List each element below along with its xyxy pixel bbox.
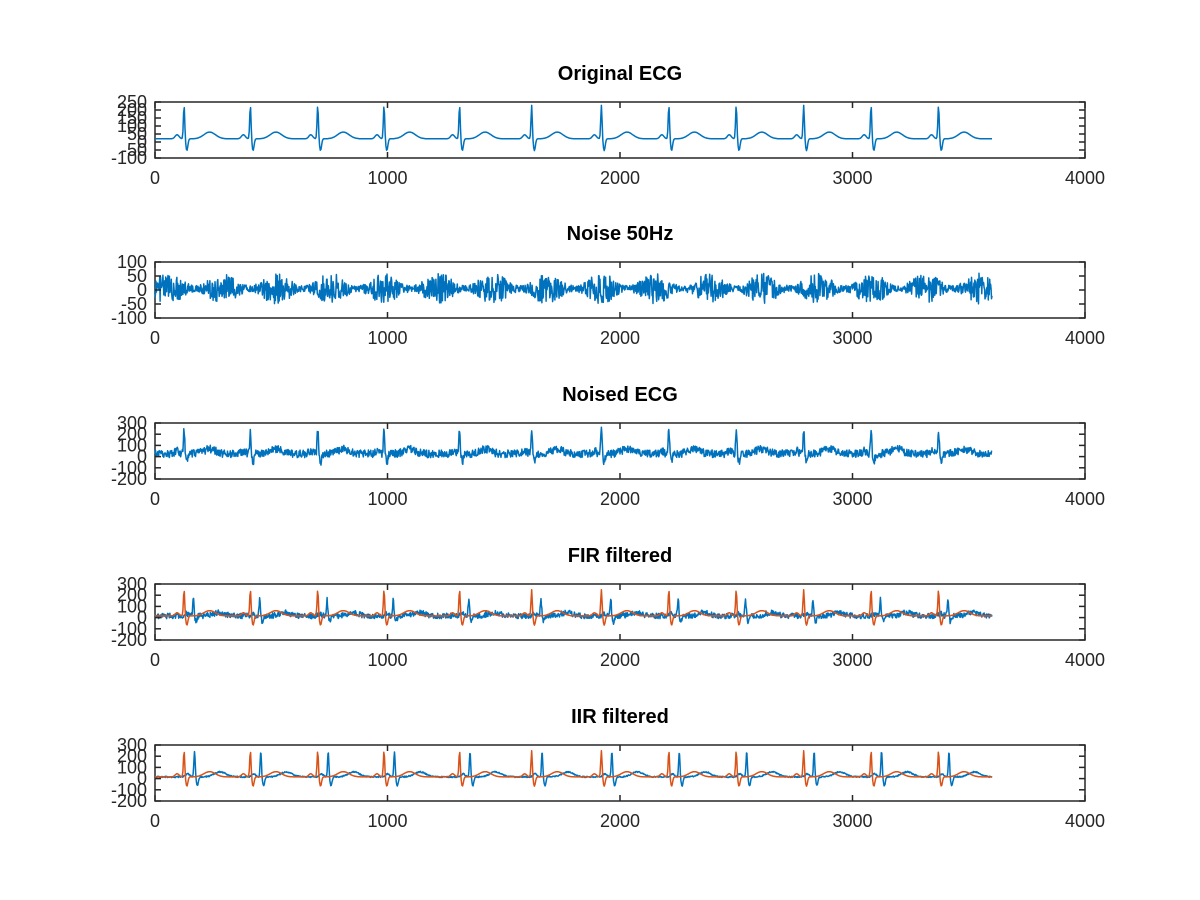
x-tick-label: 0 — [150, 168, 160, 188]
x-tick-label: 1000 — [367, 328, 407, 348]
x-tick-label: 2000 — [600, 489, 640, 509]
y-tick-label: 0 — [137, 132, 147, 152]
x-tick-label: 2000 — [600, 650, 640, 670]
x-tick-label: 2000 — [600, 328, 640, 348]
axes-box — [154, 744, 1086, 802]
y-tick-label: 200 — [117, 100, 147, 120]
y-tick-label: -100 — [111, 148, 147, 168]
x-tick-label: 4000 — [1065, 168, 1105, 188]
x-tick-label: 3000 — [832, 650, 872, 670]
y-tick-label: -100 — [111, 619, 147, 639]
x-tick-label: 1000 — [367, 489, 407, 509]
x-tick-label: 0 — [150, 811, 160, 831]
series-line-1 — [154, 272, 993, 305]
x-tick-label: 1000 — [367, 650, 407, 670]
x-tick-label: 0 — [150, 489, 160, 509]
y-tick-label: 100 — [117, 596, 147, 616]
y-tick-label: 200 — [117, 424, 147, 444]
subplot-title: FIR filtered — [568, 545, 672, 567]
y-tick-label: 50 — [127, 266, 147, 286]
y-tick-label: 0 — [137, 447, 147, 467]
y-tick-label: -200 — [111, 630, 147, 650]
y-tick-label: 50 — [127, 124, 147, 144]
x-tick-label: 0 — [150, 328, 160, 348]
x-tick-label: 1000 — [367, 811, 407, 831]
y-tick-label: -100 — [111, 308, 147, 328]
series-line-2 — [154, 750, 993, 787]
subplot-1: 0 1000 2000 3000 4000-100-50050100150200250O… — [111, 63, 1105, 188]
y-tick-label: 100 — [117, 757, 147, 777]
axes-box — [154, 101, 1086, 159]
x-tick-label: 3000 — [832, 328, 872, 348]
y-tick-label: -100 — [111, 780, 147, 800]
x-tick-label: 4000 — [1065, 811, 1105, 831]
y-tick-label: -200 — [111, 791, 147, 811]
x-tick-label: 3000 — [832, 811, 872, 831]
subplot-title: Original ECG — [558, 63, 682, 85]
subplot-title: Noised ECG — [562, 384, 678, 406]
series-line-1 — [154, 426, 993, 466]
series-line-2 — [154, 589, 993, 626]
y-tick-label: 300 — [117, 413, 147, 433]
subplot-3: 0 1000 2000 3000 4000-200-1000100200300Noise… — [111, 384, 1105, 509]
x-tick-label: 3000 — [832, 168, 872, 188]
y-tick-label: 0 — [137, 608, 147, 628]
y-tick-label: -200 — [111, 469, 147, 489]
subplot-title: IIR filtered — [571, 706, 669, 728]
x-tick-label: 2000 — [600, 811, 640, 831]
x-tick-label: 0 — [150, 650, 160, 670]
series-line-1 — [154, 104, 993, 152]
y-tick-label: 250 — [117, 92, 147, 112]
y-tick-label: 150 — [117, 108, 147, 128]
y-tick-label: -100 — [111, 458, 147, 478]
y-tick-label: 300 — [117, 735, 147, 755]
subplot-title: Noise 50Hz — [567, 223, 674, 245]
x-tick-label: 4000 — [1065, 489, 1105, 509]
y-tick-label: 200 — [117, 585, 147, 605]
x-tick-label: 2000 — [600, 168, 640, 188]
x-tick-label: 4000 — [1065, 650, 1105, 670]
y-tick-label: 100 — [117, 252, 147, 272]
x-tick-label: 4000 — [1065, 328, 1105, 348]
x-tick-label: 3000 — [832, 489, 872, 509]
axes-box — [154, 583, 1086, 641]
y-tick-label: 100 — [117, 116, 147, 136]
y-tick-label: 0 — [137, 280, 147, 300]
x-tick-label: 1000 — [367, 168, 407, 188]
y-tick-label: -50 — [121, 294, 147, 314]
y-tick-label: -50 — [121, 140, 147, 160]
y-tick-label: 100 — [117, 435, 147, 455]
y-tick-label: 200 — [117, 746, 147, 766]
y-tick-label: 300 — [117, 574, 147, 594]
y-tick-label: 0 — [137, 769, 147, 789]
